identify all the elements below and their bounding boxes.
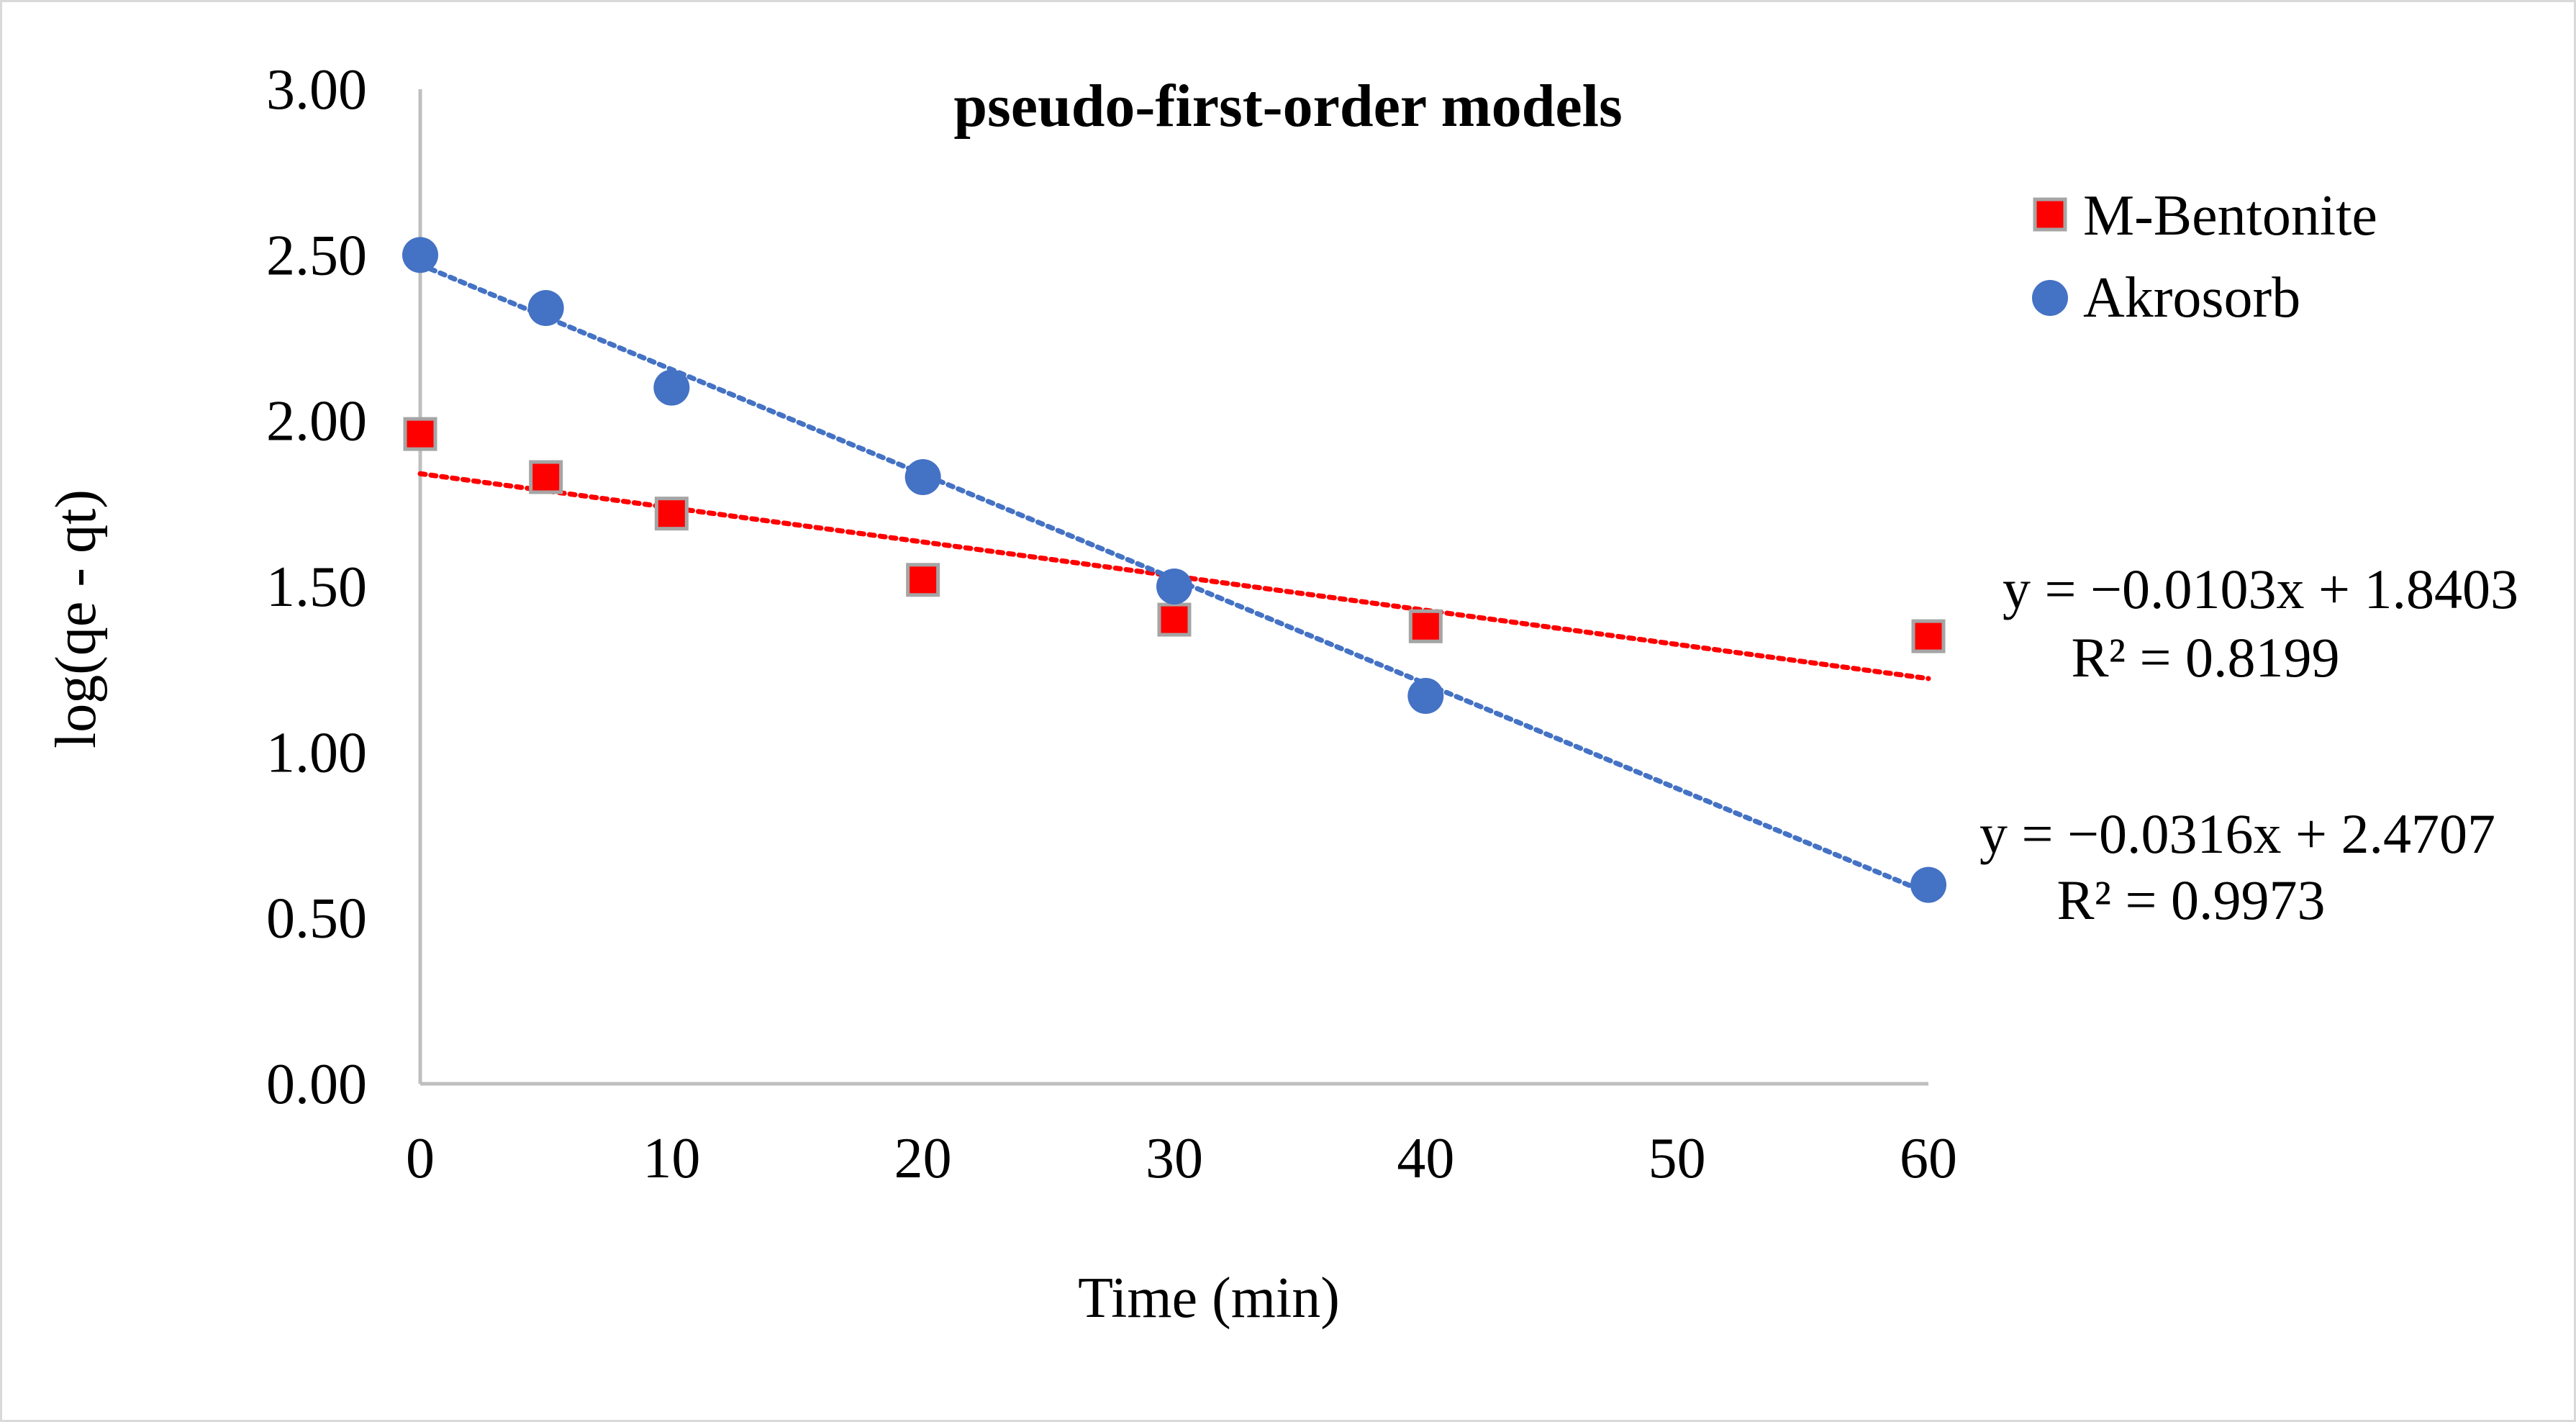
y-tick-label: 1.00: [266, 721, 367, 784]
x-tick-label: 20: [894, 1127, 952, 1190]
point-akrosorb: [653, 369, 690, 406]
y-tick-label: 1.50: [266, 556, 367, 619]
point-akrosorb: [1407, 678, 1444, 715]
y-tick-label: 2.50: [266, 224, 367, 287]
y-tick-label: 2.00: [266, 390, 367, 453]
x-tick-label: 0: [406, 1127, 435, 1190]
x-tick-label: 60: [1900, 1127, 1957, 1190]
point-akrosorb: [1910, 866, 1946, 903]
point-m-bentonite: [1911, 619, 1946, 653]
point-m-bentonite: [654, 497, 689, 531]
y-tick-label: 0.00: [266, 1053, 367, 1116]
point-m-bentonite: [1157, 602, 1192, 637]
x-tick-label: 30: [1146, 1127, 1203, 1190]
legend-label-m-bentonite: M-Bentonite: [2083, 184, 2377, 248]
legend-marker-akrosorb: [2032, 280, 2068, 316]
legend-marker-m-bentonite: [2033, 197, 2067, 232]
r2-m-bentonite: R² = 0.8199: [2072, 626, 2340, 689]
x-tick-label: 40: [1397, 1127, 1454, 1190]
point-m-bentonite: [529, 460, 563, 494]
y-tick-label: 3.00: [266, 58, 367, 122]
y-tick-labels: 0.00 0.50 1.00 1.50 2.00 2.50 3.00: [266, 58, 367, 1116]
y-axis-title: log(qe - qt): [45, 489, 108, 748]
legend-label-akrosorb: Akrosorb: [2083, 266, 2300, 330]
x-axis-title: Time (min): [1078, 1267, 1340, 1330]
data-points: [402, 237, 1946, 903]
y-tick-label: 0.50: [266, 887, 367, 951]
legend: M-Bentonite Akrosorb: [2032, 184, 2377, 330]
x-tick-labels: 0 10 20 30 40 50 60: [406, 1127, 1957, 1190]
point-akrosorb: [402, 237, 438, 273]
chart-title: pseudo-first-order models: [953, 73, 1622, 140]
equation-akrosorb: y = −0.0316x + 2.4707: [1979, 802, 2495, 865]
x-tick-label: 10: [643, 1127, 700, 1190]
point-akrosorb: [527, 290, 564, 327]
r2-akrosorb: R² = 0.9973: [2057, 869, 2326, 931]
point-m-bentonite: [906, 563, 940, 597]
trendline-equations: y = −0.0103x + 1.8403 R² = 0.8199 y = −0…: [1979, 558, 2518, 931]
point-akrosorb: [904, 458, 941, 495]
point-m-bentonite: [1408, 609, 1443, 643]
x-tick-label: 50: [1648, 1127, 1706, 1190]
equation-m-bentonite: y = −0.0103x + 1.8403: [2003, 558, 2518, 620]
point-akrosorb: [1156, 569, 1192, 604]
point-m-bentonite: [403, 417, 437, 451]
